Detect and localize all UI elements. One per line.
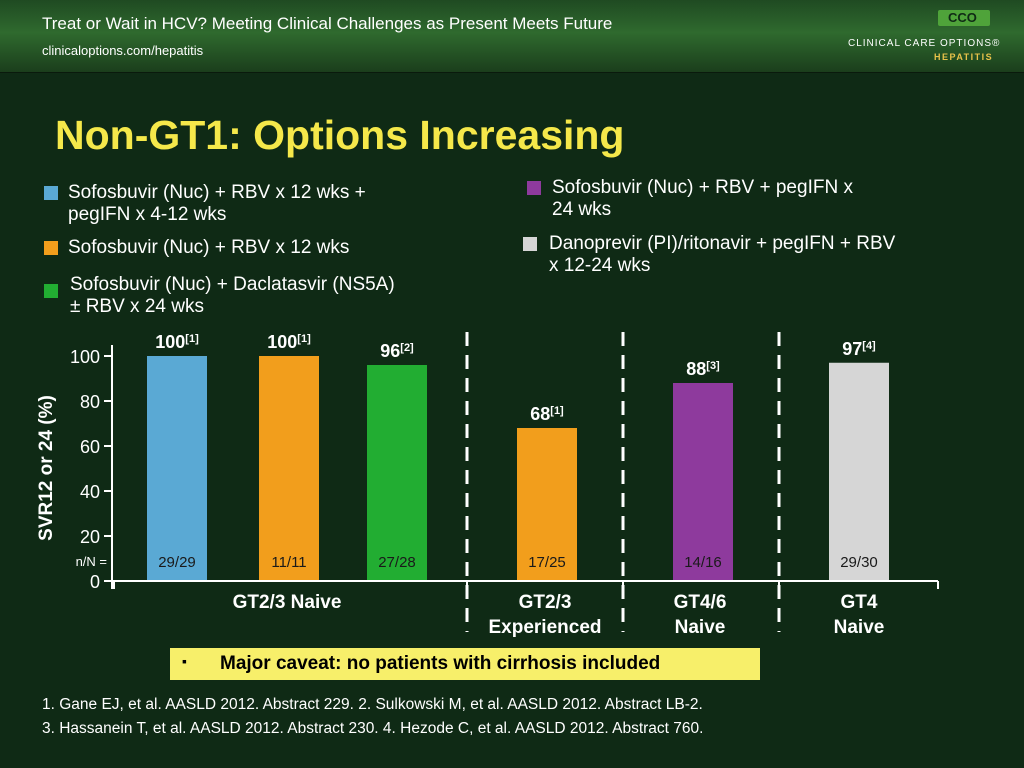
presentation-title: Treat or Wait in HCV? Meeting Clinical C… (42, 14, 613, 33)
legend-item-3-line1: Sofosbuvir (Nuc) + Daclatasvir (NS5A) (70, 274, 395, 295)
logo-text: CLINICAL CARE OPTIONS® (848, 38, 1001, 49)
bar-3 (367, 365, 427, 581)
legend-swatch-blue (44, 186, 58, 200)
bar-nN-label: 29/29 (158, 554, 196, 571)
legend-item-2: Sofosbuvir (Nuc) + RBV x 12 wks (68, 237, 349, 259)
slide-title: Non-GT1: Options Increasing (55, 112, 625, 158)
group-label: GT4/6 (674, 592, 727, 613)
legend-item-4-line1: Sofosbuvir (Nuc) + RBV + pegIFN x (552, 177, 853, 198)
legend-item-5-line2: x 12-24 wks (549, 255, 651, 276)
legend-item-3: Sofosbuvir (Nuc) + Daclatasvir (NS5A) ± … (70, 274, 395, 318)
legend-item-3-line2: ± RBV x 24 wks (70, 296, 204, 317)
slide-header: Treat or Wait in HCV? Meeting Clinical C… (0, 0, 1024, 73)
legend-item-1: Sofosbuvir (Nuc) + RBV x 12 wks + pegIFN… (68, 182, 366, 226)
y-tick-label: 40 (80, 482, 100, 502)
bar-value-label: 88[3] (686, 359, 720, 379)
bar-4 (517, 428, 577, 581)
caveat-bullet: ▪ (182, 653, 187, 669)
reference-line-2: 3. Hassanein T, et al. AASLD 2012. Abstr… (42, 720, 704, 737)
bar-value-label: 100[1] (267, 332, 311, 352)
legend-item-4-line2: 24 wks (552, 199, 612, 220)
y-tick-label: 60 (80, 437, 100, 457)
y-tick-label: 100 (70, 347, 100, 367)
nN-prefix-label: n/N = (76, 554, 107, 569)
legend-item-1-line1: Sofosbuvir (Nuc) + RBV x 12 wks + (68, 182, 366, 203)
legend-swatch-green (44, 284, 58, 298)
bar-value-label: 97[4] (842, 339, 876, 359)
legend-item-1-line2: pegIFN x 4-12 wks (68, 204, 227, 225)
legend-item-2-line1: Sofosbuvir (Nuc) + RBV x 12 wks (68, 237, 350, 258)
bar-nN-label: 14/16 (684, 554, 722, 571)
legend-swatch-gray (523, 237, 537, 251)
bar-value-label: 68[1] (530, 404, 564, 424)
group-label: Naive (834, 617, 885, 638)
cco-logo-mark: CCO (938, 10, 990, 26)
bar-nN-label: 11/11 (271, 554, 306, 571)
group-label: GT2/3 (519, 592, 572, 613)
bar-nN-label: 29/30 (840, 554, 878, 571)
svr-bar-chart: 100[1] 29/29 100[1] 11/11 96[2] 27/28 68[1] 17/… (36, 332, 939, 638)
caveat-text: Major caveat: no patients with cirrhosis… (220, 653, 661, 674)
bar-value-label: 96[2] (380, 341, 414, 361)
logo-subtext: HEPATITIS (934, 52, 994, 62)
y-tick-label: 0 (90, 572, 100, 592)
group-label: Naive (675, 617, 726, 638)
bar-6 (829, 362, 889, 581)
group-label: Experienced (489, 617, 602, 638)
group-label: GT2/3 Naive (233, 592, 342, 613)
legend-swatch-purple (527, 181, 541, 195)
legend-swatch-orange (44, 241, 58, 255)
bar-5 (673, 383, 733, 581)
reference-line-1: 1. Gane EJ, et al. AASLD 2012. Abstract … (42, 696, 703, 713)
y-tick-label: 80 (80, 392, 100, 412)
bar-value-label: 100[1] (155, 332, 199, 352)
legend-item-5-line1: Danoprevir (PI)/ritonavir + pegIFN + RBV (549, 233, 896, 254)
group-label: GT4 (841, 592, 878, 613)
legend-item-5: Danoprevir (PI)/ritonavir + pegIFN + RBV… (549, 233, 895, 277)
header-url: clinicaloptions.com/hepatitis (42, 43, 204, 58)
bar-nN-label: 17/25 (528, 554, 566, 571)
y-axis-title: SVR12 or 24 (%) (36, 395, 57, 541)
legend-item-4: Sofosbuvir (Nuc) + RBV + pegIFN x 24 wks (552, 177, 853, 221)
caveat-box: ▪ Major caveat: no patients with cirrhos… (170, 648, 760, 680)
bar-2 (259, 356, 319, 581)
y-tick-label: 20 (80, 527, 100, 547)
bar-1 (147, 356, 207, 581)
logo-mark-text: CCO (948, 10, 977, 25)
bar-nN-label: 27/28 (378, 554, 416, 571)
